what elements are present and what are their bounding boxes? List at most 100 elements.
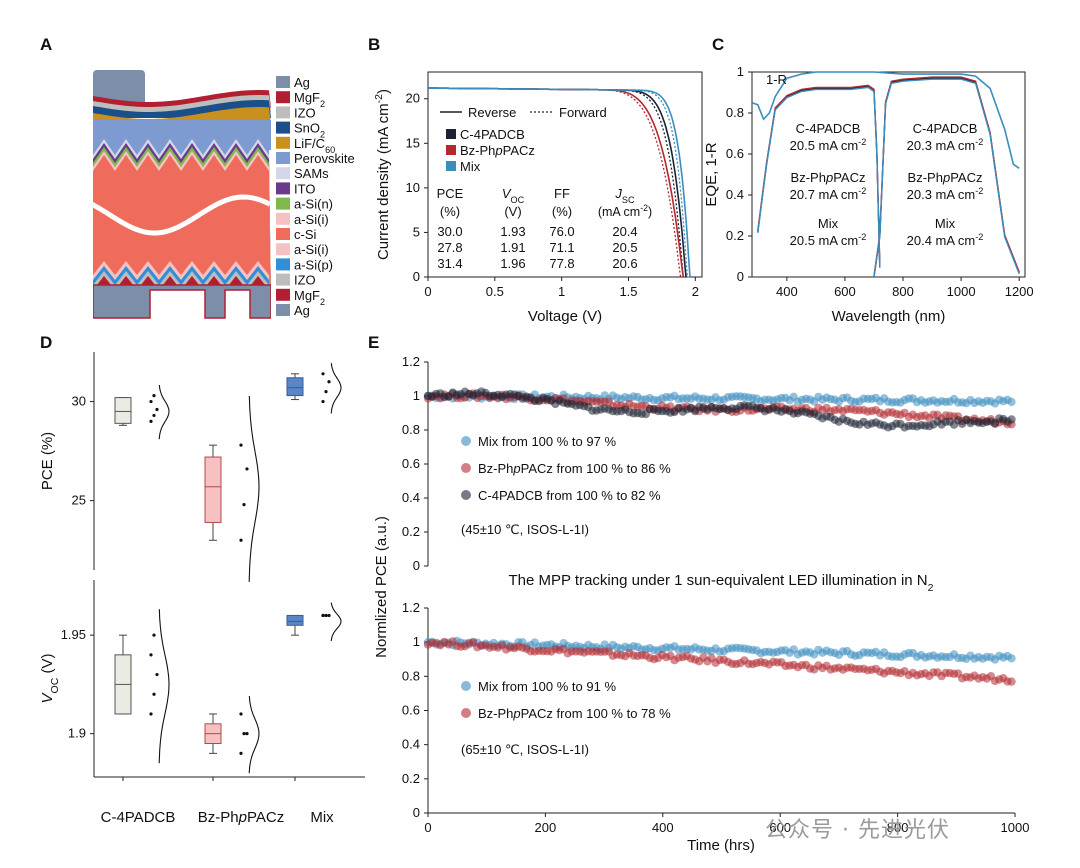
legend-label-lif-c: LiF/C60 <box>294 136 335 155</box>
condition-label-bottom: (65±10 ℃, ISOS-L-1I) <box>461 742 589 757</box>
legend-swatch-ag <box>276 304 290 316</box>
y-tick-label: 0 <box>413 269 420 284</box>
y-tick-label: 0.4 <box>402 490 420 505</box>
y-tick-label: 25 <box>72 493 86 508</box>
legend-swatch-ito <box>276 182 290 195</box>
x-tick-label: 1.5 <box>619 284 637 299</box>
eqe-left-value-0: 20.5 mA cm-2 <box>790 137 867 153</box>
y-tick-label: 0.8 <box>402 668 420 683</box>
legend-label-izo: IZO <box>294 273 316 288</box>
table-cell-pce: 31.4 <box>437 256 462 271</box>
legend-marker-top-2 <box>461 490 471 500</box>
legend-label-top-2: C-4PADCB from 100 % to 82 % <box>478 488 661 503</box>
table-cell-voc: 1.93 <box>500 224 525 239</box>
y-tick-label: 0.2 <box>726 228 744 243</box>
watermark: 公众号 · 先进光伏 <box>765 818 950 843</box>
x-tick-label: 0 <box>424 284 431 299</box>
box-point-pce-2 <box>324 390 328 394</box>
x-tick-label: 800 <box>892 284 914 299</box>
legend-label-bottom-1: Bz-PhpPACz from 100 % to 78 % <box>478 706 671 721</box>
table-cell-ff: 76.0 <box>549 224 574 239</box>
legend-swatch-1 <box>446 145 456 155</box>
legend-swatch-c-si <box>276 228 290 240</box>
bottom-ag-contact <box>93 284 271 319</box>
table-cell-ff: 77.8 <box>549 256 574 271</box>
eqe-left-name-1: Bz-PhpPACz <box>791 170 866 185</box>
panel-label-c: C <box>712 35 724 54</box>
stability-chart: 0 0.2 0.4 0.6 0.8 1 1.2 Mix from 100 % to 97 % B… <box>373 354 1029 854</box>
eqe-left-value-2: 20.5 mA cm-2 <box>790 232 867 248</box>
legend-label-a-si-n-: a-Si(n) <box>294 197 333 212</box>
y-tick-label: 0.4 <box>726 187 744 202</box>
legend-swatch-ag <box>276 76 290 88</box>
y-tick-label: 1.9 <box>68 726 86 741</box>
legend-swatch-izo <box>276 273 290 286</box>
y-tick-label: 1.2 <box>402 354 420 369</box>
eqe-right-value-1: 20.3 mA cm-2 <box>907 186 984 202</box>
y-tick-label: 0.6 <box>726 146 744 161</box>
legend-swatch-mgf <box>276 288 290 301</box>
legend-label-ag: Ag <box>294 303 310 318</box>
y-tick-label: 0.4 <box>402 737 420 752</box>
eqe-bottom-curve-2 <box>873 78 1020 278</box>
x-tick-label: 400 <box>776 284 798 299</box>
table-header-jsc: JSC <box>614 186 635 205</box>
one-minus-r-label: 1-R <box>766 72 787 87</box>
box-point-voc-0 <box>149 653 153 657</box>
y-tick-label: 0.8 <box>402 422 420 437</box>
legend-swatch-perovskite <box>276 152 290 164</box>
y-tick-label: 5 <box>413 224 420 239</box>
category-label-0: C-4PADCB <box>101 809 176 826</box>
box-point-pce-0 <box>149 419 153 423</box>
y-tick-label: 10 <box>406 180 420 195</box>
table-unit-voc: (V) <box>504 204 521 219</box>
box-point-pce-2 <box>321 372 325 376</box>
box-point-voc-1 <box>239 712 243 716</box>
y-tick-label: 1.95 <box>61 627 86 642</box>
category-label-2: Mix <box>310 809 334 826</box>
legend-forward: Forward <box>559 105 607 120</box>
legend-label-a-si-i-: a-Si(i) <box>294 212 329 227</box>
box-density-voc-1 <box>248 696 260 774</box>
eqe-left-name-2: Mix <box>818 216 839 231</box>
box-pce-0 <box>114 397 132 424</box>
box-voc-2 <box>286 614 304 626</box>
table-unit-pce: (%) <box>440 204 460 219</box>
legend-label-izo: IZO <box>294 105 316 120</box>
box-point-voc-1 <box>242 732 246 736</box>
box-point-voc-2 <box>321 613 325 618</box>
table-cell-voc: 1.91 <box>500 240 525 255</box>
legend-series-2: Mix <box>460 159 481 174</box>
legend-swatch-a-si-i- <box>276 243 290 256</box>
x-tick-label: 600 <box>834 284 856 299</box>
table-header-ff: FF <box>554 186 570 201</box>
y-tick-label: 20 <box>406 91 420 106</box>
y-tick-label: 1 <box>413 634 420 649</box>
legend-series-0: C-4PADCB <box>460 127 525 142</box>
data-point-bottom-0 <box>1007 654 1016 663</box>
box-pce-1 <box>204 456 222 523</box>
table-cell-jsc: 20.5 <box>612 240 637 255</box>
eqe-right-name-1: Bz-PhpPACz <box>908 170 983 185</box>
box-point-voc-0 <box>152 633 156 637</box>
eqe-right-name-0: C-4PADCB <box>913 121 978 136</box>
legend-label-c-si: c-Si <box>294 227 317 242</box>
y-tick-label: 1 <box>413 388 420 403</box>
layer-legend: AgMgF2IZOSnO2LiF/C60PerovskiteSAMsITOa-S… <box>276 75 355 318</box>
jv-curve-reverse-2 <box>427 87 691 278</box>
legend-swatch-0 <box>446 129 456 139</box>
x-tick-label: 1 <box>558 284 565 299</box>
y-tick-label: 0.8 <box>726 105 744 120</box>
legend-label-ito: ITO <box>294 181 315 196</box>
legend-reverse: Reverse <box>468 105 516 120</box>
c-si-wave <box>93 194 271 236</box>
box-point-pce-0 <box>149 399 153 404</box>
x-tick-label: 200 <box>535 820 557 835</box>
box-point-voc-2 <box>324 613 328 618</box>
x-tick-label: 0 <box>424 820 431 835</box>
box-density-voc-0 <box>158 609 170 764</box>
y-tick-label: 0 <box>737 269 744 284</box>
table-unit-ff: (%) <box>552 204 572 219</box>
